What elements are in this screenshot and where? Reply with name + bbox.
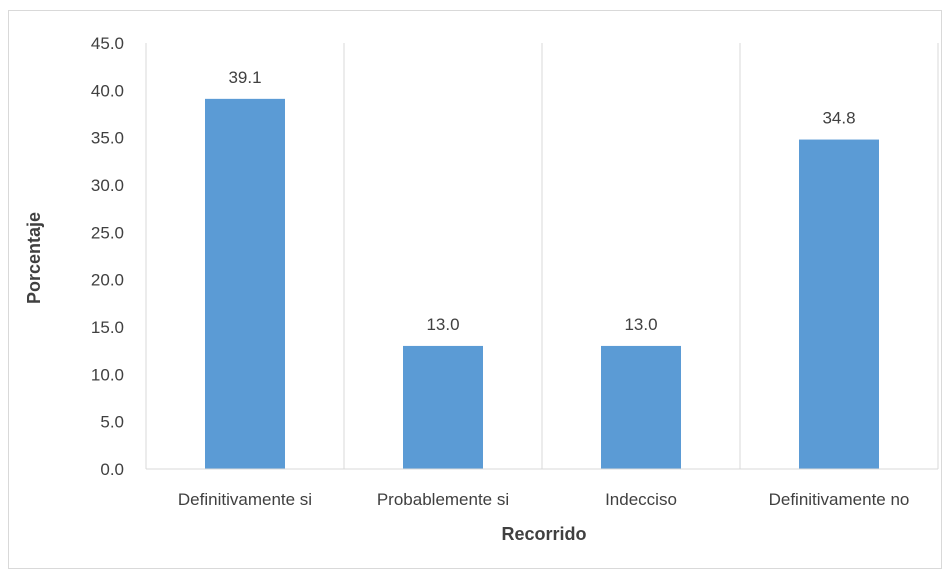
y-tick-label: 10.0 xyxy=(91,365,124,384)
bar xyxy=(799,139,879,469)
bar xyxy=(601,345,681,469)
bars xyxy=(205,98,879,469)
bar xyxy=(205,98,285,469)
labels: 0.0 5.0 10.0 15.0 20.0 25.0 30.0 35.0 40.0 45.0 39… xyxy=(91,34,910,509)
chart-frame xyxy=(8,10,942,569)
y-tick-label: 20.0 xyxy=(91,271,124,290)
y-axis-title: Porcentaje xyxy=(24,212,44,304)
y-tick-label: 45.0 xyxy=(91,34,124,53)
data-label: 13.0 xyxy=(426,315,459,334)
grid-lines xyxy=(145,43,939,469)
y-tick-label: 30.0 xyxy=(91,176,124,195)
x-tick-label: Probablemente si xyxy=(377,490,509,509)
y-tick-label: 40.0 xyxy=(91,81,124,100)
y-tick-label: 15.0 xyxy=(91,318,124,337)
bar xyxy=(403,345,483,469)
x-tick-label: Indecciso xyxy=(605,490,677,509)
data-label: 34.8 xyxy=(822,109,855,128)
x-tick-label: Definitivamente si xyxy=(178,490,312,509)
x-tick-label: Definitivamente no xyxy=(769,490,910,509)
y-tick-label: 25.0 xyxy=(91,223,124,242)
y-tick-label: 35.0 xyxy=(91,129,124,148)
data-label: 13.0 xyxy=(624,315,657,334)
x-axis-title: Recorrido xyxy=(501,524,586,544)
y-tick-label: 0.0 xyxy=(100,460,124,479)
data-label: 39.1 xyxy=(228,68,261,87)
y-tick-label: 5.0 xyxy=(100,413,124,432)
